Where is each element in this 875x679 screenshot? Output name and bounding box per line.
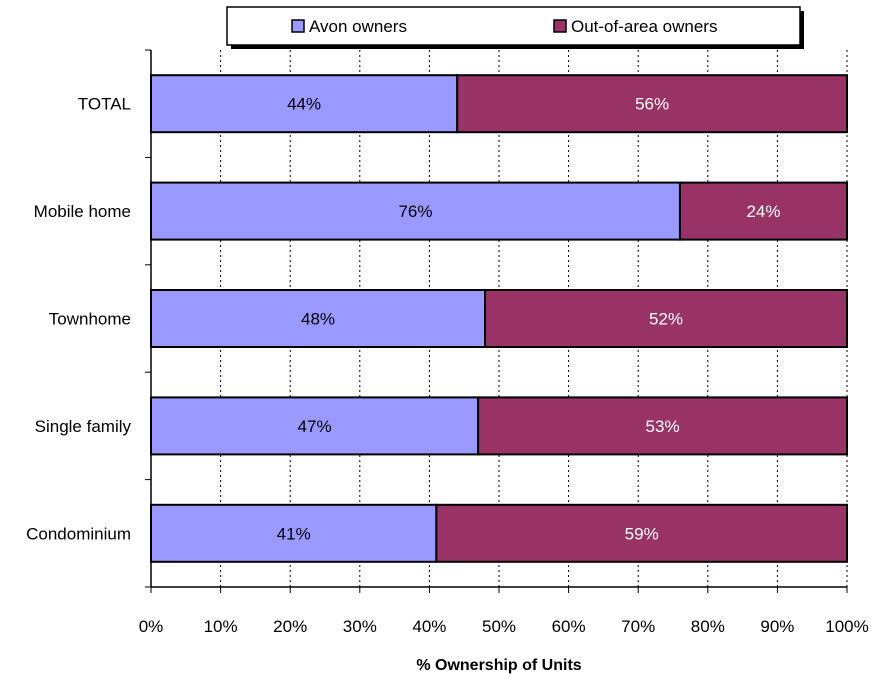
legend-label-out-of-area-owners: Out-of-area owners (571, 17, 717, 36)
legend-box (226, 6, 801, 46)
bars (150, 74, 849, 563)
x-tick-label-40: 40% (412, 617, 446, 636)
x-tick-label-0: 0% (139, 617, 164, 636)
data-label-avon-owners-townhome: 48% (301, 310, 335, 329)
bar-avon-owners-townhome (150, 289, 487, 348)
axes (145, 49, 848, 593)
legend: Avon owners Out-of-area owners (226, 6, 804, 49)
bar-avon-owners-total (150, 74, 459, 134)
x-axis-title: % Ownership of Units (416, 657, 581, 674)
data-label-avon-owners-mobile-home: 76% (398, 202, 432, 221)
x-tick-label-100: 100% (825, 617, 868, 636)
bar-out-of-area-owners-condominium (435, 503, 848, 563)
x-tick-label-90: 90% (760, 617, 794, 636)
data-label-out-of-area-owners-total: 56% (635, 95, 669, 114)
data-label-out-of-area-owners-single-family: 53% (646, 417, 680, 436)
legend-label-avon-owners: Avon owners (309, 17, 407, 36)
category-label-single-family: Single family (35, 417, 132, 436)
category-label-total: TOTAL (78, 95, 131, 114)
data-label-avon-owners-single-family: 47% (298, 417, 332, 436)
bar-out-of-area-owners-total (456, 74, 848, 134)
x-tick-label-60: 60% (552, 617, 586, 636)
bar-avon-owners-mobile-home (150, 181, 681, 241)
category-label-mobile-home: Mobile home (34, 202, 131, 221)
labels: 44% 56% TOTAL 76% 24% Mobile home 48% 52% Townho… (26, 95, 869, 674)
x-tick-label-50: 50% (482, 617, 516, 636)
data-label-avon-owners-total: 44% (287, 95, 321, 114)
data-label-out-of-area-owners-townhome: 52% (649, 310, 683, 329)
data-label-avon-owners-condominium: 41% (277, 524, 311, 543)
category-label-condominium: Condominium (26, 524, 131, 543)
legend-swatch-avon-owners (291, 19, 305, 33)
category-label-townhome: Townhome (49, 310, 131, 329)
data-label-out-of-area-owners-mobile-home: 24% (746, 202, 780, 221)
bar-out-of-area-owners-mobile-home (678, 181, 849, 241)
x-tick-label-30: 30% (343, 617, 377, 636)
x-tick-label-10: 10% (204, 617, 238, 636)
x-tick-label-20: 20% (273, 617, 307, 636)
bar-out-of-area-owners-townhome (484, 289, 848, 348)
x-tick-label-80: 80% (691, 617, 725, 636)
legend-swatch-out-of-area-owners (553, 19, 567, 33)
bar-out-of-area-owners-single-family (477, 396, 848, 456)
data-label-out-of-area-owners-condominium: 59% (625, 524, 659, 543)
x-tick-label-70: 70% (621, 617, 655, 636)
